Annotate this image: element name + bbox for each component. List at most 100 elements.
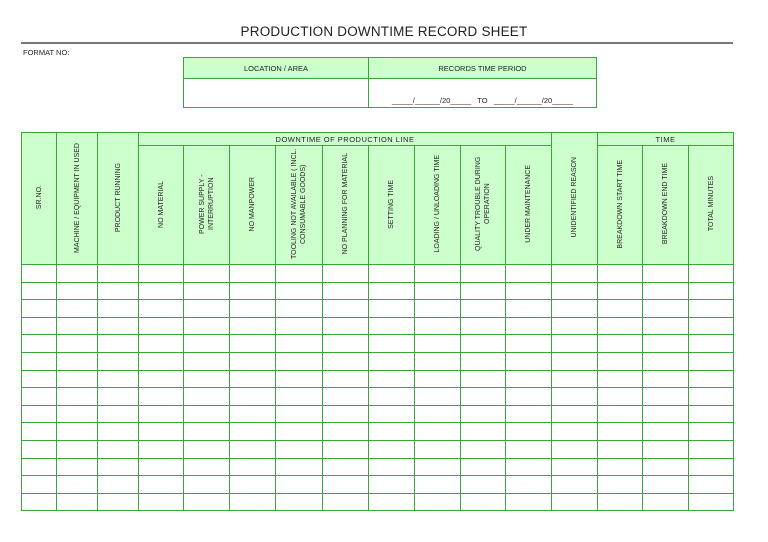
table-cell[interactable] [56, 422, 98, 441]
table-cell[interactable] [368, 422, 415, 441]
table-cell[interactable] [460, 439, 506, 459]
table-cell[interactable] [642, 264, 689, 283]
table-cell[interactable] [275, 439, 323, 459]
table-cell[interactable] [97, 387, 139, 406]
table-cell[interactable] [597, 492, 643, 512]
table-cell[interactable] [597, 281, 643, 301]
table-cell[interactable] [97, 281, 139, 301]
table-cell[interactable] [97, 351, 139, 371]
table-cell[interactable] [183, 351, 230, 371]
table-cell[interactable] [642, 475, 689, 494]
table-cell[interactable] [597, 369, 643, 389]
table-cell[interactable] [275, 281, 323, 301]
table-cell[interactable] [687, 264, 735, 283]
table-cell[interactable] [414, 369, 461, 389]
table-cell[interactable] [56, 457, 98, 477]
table-cell[interactable] [275, 264, 323, 283]
table-cell[interactable] [183, 264, 230, 283]
table-cell[interactable] [56, 334, 98, 353]
table-cell[interactable] [642, 299, 689, 318]
table-cell[interactable] [56, 492, 98, 512]
table-cell[interactable] [322, 369, 369, 389]
table-cell[interactable] [56, 404, 98, 424]
table-cell[interactable] [138, 281, 184, 301]
table-cell[interactable] [687, 457, 735, 477]
table-cell[interactable] [138, 299, 184, 318]
table-cell[interactable] [229, 404, 276, 424]
table-cell[interactable] [138, 439, 184, 459]
table-cell[interactable] [597, 422, 643, 441]
table-cell[interactable] [551, 387, 598, 406]
table-cell[interactable] [275, 422, 323, 441]
table-cell[interactable] [97, 457, 139, 477]
table-cell[interactable] [505, 422, 552, 441]
table-cell[interactable] [597, 457, 643, 477]
table-cell[interactable] [414, 316, 461, 336]
table-cell[interactable] [97, 299, 139, 318]
table-cell[interactable] [97, 404, 139, 424]
table-cell[interactable] [322, 334, 369, 353]
table-cell[interactable] [138, 316, 184, 336]
table-cell[interactable] [229, 387, 276, 406]
table-cell[interactable] [183, 387, 230, 406]
table-cell[interactable] [460, 387, 506, 406]
table-cell[interactable] [460, 351, 506, 371]
table-cell[interactable] [275, 351, 323, 371]
table-cell[interactable] [551, 316, 598, 336]
table-cell[interactable] [414, 281, 461, 301]
table-cell[interactable] [275, 492, 323, 512]
table-cell[interactable] [322, 457, 369, 477]
table-cell[interactable] [414, 404, 461, 424]
table-cell[interactable] [138, 387, 184, 406]
table-cell[interactable] [687, 316, 735, 336]
table-cell[interactable] [322, 387, 369, 406]
table-cell[interactable] [56, 316, 98, 336]
table-cell[interactable] [687, 404, 735, 424]
table-cell[interactable] [368, 264, 415, 283]
table-cell[interactable] [275, 457, 323, 477]
table-cell[interactable] [183, 422, 230, 441]
table-cell[interactable] [138, 422, 184, 441]
table-cell[interactable] [322, 264, 369, 283]
table-cell[interactable] [414, 439, 461, 459]
table-cell[interactable] [322, 492, 369, 512]
table-cell[interactable] [368, 281, 415, 301]
table-cell[interactable] [21, 439, 57, 459]
table-cell[interactable] [460, 422, 506, 441]
table-cell[interactable] [551, 351, 598, 371]
table-cell[interactable] [460, 475, 506, 494]
table-cell[interactable] [551, 492, 598, 512]
table-cell[interactable] [368, 475, 415, 494]
table-cell[interactable] [460, 316, 506, 336]
table-cell[interactable] [56, 264, 98, 283]
table-cell[interactable] [97, 475, 139, 494]
table-cell[interactable] [97, 492, 139, 512]
table-cell[interactable] [138, 457, 184, 477]
table-cell[interactable] [138, 369, 184, 389]
table-cell[interactable] [97, 369, 139, 389]
table-cell[interactable] [322, 422, 369, 441]
table-cell[interactable] [642, 387, 689, 406]
table-cell[interactable] [21, 457, 57, 477]
table-cell[interactable] [183, 475, 230, 494]
table-cell[interactable] [229, 334, 276, 353]
table-cell[interactable] [56, 281, 98, 301]
table-cell[interactable] [56, 439, 98, 459]
table-cell[interactable] [687, 422, 735, 441]
table-cell[interactable] [505, 387, 552, 406]
table-cell[interactable] [138, 404, 184, 424]
table-cell[interactable] [138, 334, 184, 353]
table-cell[interactable] [460, 299, 506, 318]
table-cell[interactable] [56, 387, 98, 406]
table-cell[interactable] [368, 387, 415, 406]
table-cell[interactable] [56, 351, 98, 371]
table-cell[interactable] [368, 316, 415, 336]
table-cell[interactable] [21, 369, 57, 389]
table-cell[interactable] [505, 439, 552, 459]
table-cell[interactable] [229, 457, 276, 477]
table-cell[interactable] [414, 351, 461, 371]
table-cell[interactable] [229, 281, 276, 301]
table-cell[interactable] [505, 281, 552, 301]
table-cell[interactable] [138, 264, 184, 283]
table-cell[interactable] [460, 264, 506, 283]
